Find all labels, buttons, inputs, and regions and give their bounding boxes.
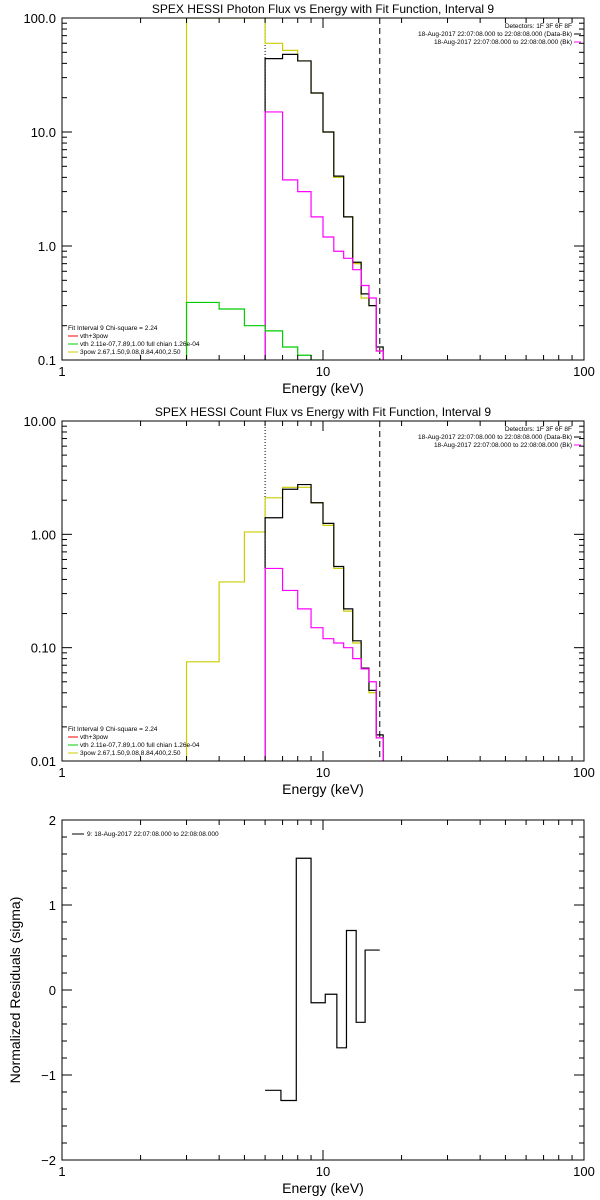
legend-entry: 3pow 2.67,1.50,9.08,8.84,400,2.50 <box>80 349 181 356</box>
y-tick-label: 1 <box>49 898 56 913</box>
legend-entry: Detectors: 1F 3F 6F 8F <box>505 23 572 30</box>
y-axis-label: Normalized Residuals (sigma) <box>7 897 23 1084</box>
data-series-1 <box>185 18 384 360</box>
y-tick-label: 0.1 <box>38 353 56 368</box>
y-tick-label: −2 <box>41 1153 56 1168</box>
legend-entry: Fit Interval 9 Chi-square = 2.24 <box>68 325 158 332</box>
x-tick-label: 100 <box>573 364 595 379</box>
x-axis-label: Energy (keV) <box>282 1180 364 1196</box>
x-tick-label: 100 <box>573 765 595 780</box>
legend-entry: vth+3pow <box>80 734 108 741</box>
y-tick-label: 10.0 <box>31 125 56 140</box>
legend-entry: 18-Aug-2017 22:07:08.000 to 22:08:08.000… <box>418 434 572 441</box>
data-series-1 <box>185 486 384 761</box>
y-tick-label: 100.0 <box>23 11 56 26</box>
data-series-3 <box>264 111 384 360</box>
y-tick-label: 0.01 <box>31 754 56 769</box>
y-tick-label: 0.10 <box>31 641 56 656</box>
legend-entry: 18-Aug-2017 22:07:08.000 to 22:08:08.000… <box>434 442 572 449</box>
legend-entry: vth 2.11e-07,7.89,1.00 full chian 1.26e-… <box>80 341 200 348</box>
y-tick-label: −1 <box>41 1068 56 1083</box>
x-tick-label: 10 <box>316 1164 330 1179</box>
data-series-4 <box>185 301 323 360</box>
plot-frame <box>61 420 585 762</box>
x-axis-label: Energy (keV) <box>282 380 364 396</box>
data-series-2 <box>264 53 384 360</box>
legend-entry: vth 2.11e-07,7.89,1.00 full chian 1.26e-… <box>80 742 200 749</box>
y-tick-label: 0 <box>49 983 56 998</box>
x-tick-label: 100 <box>573 1164 595 1179</box>
legend-entry: 18-Aug-2017 22:07:08.000 to 22:08:08.000… <box>418 31 572 38</box>
plot-frame <box>61 819 585 1161</box>
y-tick-label: 2 <box>49 813 56 828</box>
data-series-1 <box>265 857 380 1102</box>
data-series-3 <box>264 567 384 761</box>
chart-panel-1: SPEX HESSI Photon Flux vs Energy with Fi… <box>23 2 594 396</box>
chart-panel-3: 1 10 100 −2 −1 0 1 2 Energy (keV) Normalized Resi… <box>7 813 595 1196</box>
legend-entry: 9: 18-Aug-2017 22:07:08.000 to 22:08:08.… <box>87 831 219 838</box>
x-tick-label: 10 <box>316 364 330 379</box>
legend-entry: vth+3pow <box>80 333 108 340</box>
plot-frame <box>61 17 585 361</box>
y-tick-label: 1.00 <box>31 527 56 542</box>
y-tick-label: 10.00 <box>23 414 56 429</box>
chart-title: SPEX HESSI Photon Flux vs Energy with Fi… <box>152 2 494 16</box>
y-tick-label: 1.0 <box>38 239 56 254</box>
x-tick-label: 1 <box>58 765 65 780</box>
legend-entry: Fit Interval 9 Chi-square = 2.24 <box>68 726 158 733</box>
x-tick-label: 1 <box>58 1164 65 1179</box>
legend-entry: Detectors: 1F 3F 6F 8F <box>505 426 572 433</box>
chart-panel-2: SPEX HESSI Count Flux vs Energy with Fit… <box>23 405 594 797</box>
chart-title: SPEX HESSI Count Flux vs Energy with Fit… <box>155 405 491 419</box>
data-series-2 <box>264 483 384 761</box>
x-tick-label: 10 <box>316 765 330 780</box>
legend-entry: 3pow 2.67,1.50,9.08,8.84,400,2.50 <box>80 750 181 757</box>
x-tick-label: 1 <box>58 364 65 379</box>
x-axis-label: Energy (keV) <box>282 781 364 797</box>
legend-entry: 18-Aug-2017 22:07:08.000 to 22:08:08.000… <box>434 39 572 46</box>
